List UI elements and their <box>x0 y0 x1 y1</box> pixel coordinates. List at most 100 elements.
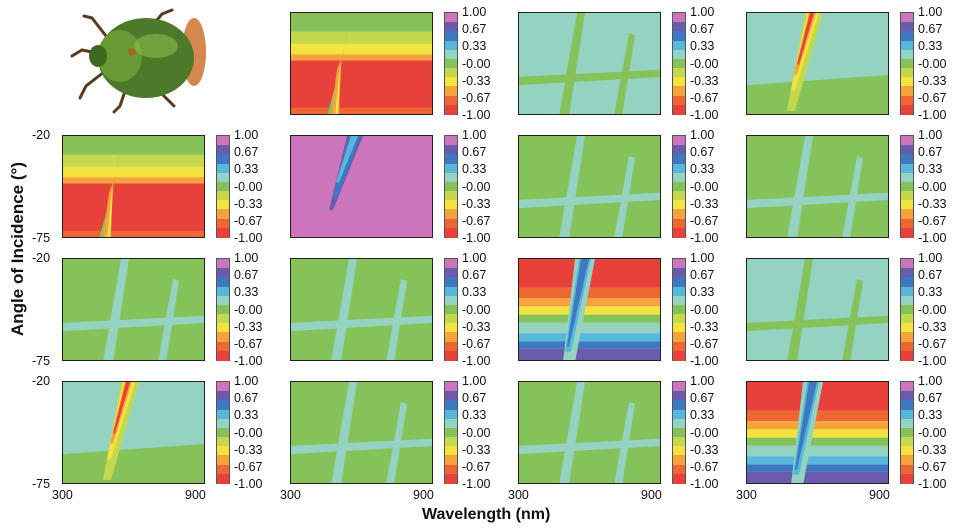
colorbar-tick-label: -0.67 <box>234 459 263 474</box>
colorbar <box>900 12 914 115</box>
colorbar-tick-label: -0.00 <box>234 302 263 317</box>
contour-panel-r1c3 <box>746 135 889 238</box>
contour-ridge <box>335 64 341 114</box>
contour-panel-r1c2 <box>518 135 661 238</box>
colorbar-tick-label: -0.67 <box>918 336 947 351</box>
contour-map <box>519 13 660 114</box>
contour-streak <box>386 279 407 360</box>
colorbar-segment <box>673 95 685 106</box>
colorbar-segment <box>217 163 229 174</box>
colorbar-segment <box>673 437 685 447</box>
contour-panel-r0c3 <box>746 12 889 115</box>
colorbar-segment <box>445 446 457 457</box>
contour-band <box>519 348 660 360</box>
colorbar-segment <box>217 427 229 438</box>
colorbar-segment <box>445 418 457 429</box>
colorbar-segment <box>673 391 685 401</box>
colorbar-tick-label: -1.00 <box>690 477 719 491</box>
colorbar-segment <box>217 145 229 155</box>
colorbar-segment <box>217 418 229 429</box>
colorbar-segment <box>217 304 229 315</box>
colorbar-segment <box>673 40 685 51</box>
colorbar-segment <box>901 332 913 343</box>
contour-band <box>519 314 660 323</box>
colorbar-tick-label: -0.67 <box>234 213 263 228</box>
contour-band <box>519 322 660 334</box>
contour-band <box>519 136 660 237</box>
colorbar-segment <box>673 77 685 88</box>
contour-map <box>747 382 888 483</box>
colorbar-segment <box>673 332 685 343</box>
contour-streak <box>787 136 813 237</box>
colorbar-segment <box>445 277 457 288</box>
colorbar-segment <box>445 464 457 475</box>
colorbar-tick-label: -0.00 <box>918 425 947 440</box>
colorbar-segment <box>673 22 685 32</box>
colorbar-segment <box>445 136 457 146</box>
colorbar-tick-label: 0.67 <box>690 22 715 37</box>
colorbar <box>672 381 686 484</box>
colorbar-tick-label: -0.67 <box>918 459 947 474</box>
contour-map <box>63 136 204 237</box>
colorbar-segment <box>673 304 685 315</box>
colorbar-segment <box>673 341 685 352</box>
contour-band <box>519 333 660 342</box>
colorbar-segment <box>901 323 913 334</box>
contour-band <box>747 259 888 360</box>
colorbar-segment <box>901 172 913 183</box>
colorbar <box>216 381 230 484</box>
colorbar-tick-label: -1.00 <box>918 354 947 368</box>
contour-streak <box>614 156 635 237</box>
contour-map <box>291 136 432 237</box>
colorbar-tick-label: -1.00 <box>690 231 719 245</box>
colorbar-tick-label: 0.33 <box>918 408 943 423</box>
colorbar-segment <box>673 446 685 457</box>
colorbar-tick-label: 1.00 <box>462 128 487 142</box>
colorbar-segment <box>901 200 913 211</box>
contour-map <box>519 259 660 360</box>
colorbar-segment <box>217 259 229 269</box>
colorbar-segment <box>445 350 457 361</box>
colorbar-segment <box>217 446 229 457</box>
contour-band <box>291 136 432 237</box>
contour-band <box>291 60 432 114</box>
colorbar-tick-label: 0.67 <box>918 391 943 406</box>
colorbar-segment <box>901 136 913 146</box>
contour-streak <box>842 279 863 360</box>
colorbar-segment <box>445 163 457 174</box>
colorbar-tick-label: -0.67 <box>462 213 491 228</box>
colorbar-segment <box>445 259 457 269</box>
colorbar-segment <box>217 191 229 201</box>
colorbar <box>900 258 914 361</box>
colorbar <box>444 135 458 238</box>
contour-band <box>747 437 888 446</box>
colorbar-tick-label: -0.33 <box>918 442 947 457</box>
colorbar-tick-label: -0.00 <box>234 425 263 440</box>
colorbar-tick-label: -0.00 <box>918 302 947 317</box>
colorbar-tick-label: -0.00 <box>462 56 491 71</box>
colorbar-segment <box>445 86 457 97</box>
colorbar-tick-label: 0.33 <box>234 285 259 300</box>
contour-band <box>519 341 660 349</box>
contour-ridge <box>567 259 589 347</box>
y-tick-label: -20 <box>32 251 51 265</box>
colorbar-tick-label: -0.67 <box>918 213 947 228</box>
colorbar-segment <box>901 418 913 429</box>
colorbar-segment <box>901 68 913 78</box>
colorbar-segment <box>673 409 685 420</box>
contour-band <box>63 443 204 483</box>
x-tick-label: 900 <box>413 488 434 502</box>
colorbar-segment <box>217 172 229 183</box>
contour-band <box>291 13 432 32</box>
colorbar-segment <box>217 295 229 306</box>
colorbar-segment <box>673 382 685 392</box>
contour-ridge <box>336 136 358 183</box>
contour-panel-r2c3 <box>746 258 889 361</box>
contour-band <box>63 154 204 167</box>
colorbar-segment <box>445 437 457 447</box>
contour-panel-r3c0 <box>62 381 205 484</box>
colorbar-segment <box>901 400 913 411</box>
contour-band <box>747 429 888 438</box>
colorbar-segment <box>901 95 913 106</box>
colorbar-tick-label: 0.67 <box>918 145 943 160</box>
